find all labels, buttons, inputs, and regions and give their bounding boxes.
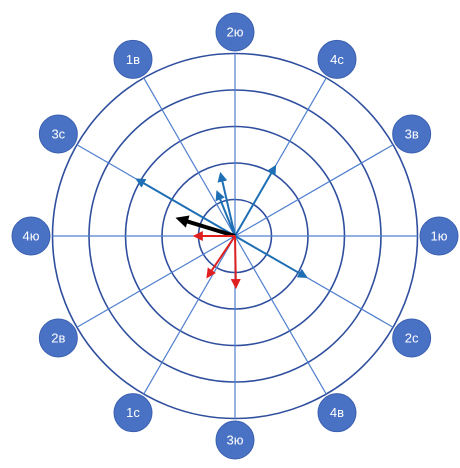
label-1s-bottomleft: 1с [113,393,153,433]
vector-red-down [230,235,241,290]
label-badge [113,39,153,79]
label-text: 3с [51,127,65,142]
spoke-3 [234,144,394,237]
label-text: 1в [126,52,140,67]
label-2s-right: 2с [392,318,432,358]
label-text: 2с [405,331,419,346]
label-badge [38,114,78,154]
label-1yu-right: 1ю [419,216,459,256]
vector-blue-4s [234,164,277,237]
label-badge [317,393,357,433]
label-3v-right: 3в [392,114,432,154]
label-4s-topright: 4с [317,39,357,79]
label-text: 1ю [431,229,448,244]
label-text: 3в [405,127,419,142]
label-text: 3ю [227,433,244,448]
label-text: 4с [330,52,344,67]
label-3yu-bottom: 3ю [215,420,255,460]
label-badge [113,393,153,433]
vector-red-downleft [206,235,236,279]
vectors [135,164,308,290]
vector-blue-short-up [215,190,236,237]
label-text: 4ю [23,229,40,244]
spoke-8 [143,235,236,395]
label-text: 2ю [227,25,244,40]
label-text: 1с [126,405,140,420]
direction-labels: 2ю 4с 3в 1ю 2с 4в 3ю 1с 2в 4ю 3с 1в [11,12,459,460]
label-3s-left: 3с [38,114,78,154]
label-text: 2в [51,331,65,346]
spoke-6 [234,235,327,395]
vector-black-resultant [175,215,236,238]
spoke-9 [76,235,236,328]
label-badge [215,420,255,460]
label-2yu-top: 2ю [215,12,255,52]
label-2v-left: 2в [38,318,78,358]
vector-blue-upleft [217,171,236,237]
label-4yu-left: 4ю [11,216,51,256]
vector-blue-3s [135,178,236,237]
label-badge [392,318,432,358]
vector-blue-2s [234,235,308,279]
label-badge [11,216,51,256]
label-4v-bottomright: 4в [317,393,357,433]
spoke-12 [143,77,236,237]
label-badge [38,318,78,358]
label-badge [215,12,255,52]
label-1v-topleft: 1в [113,39,153,79]
label-badge [392,114,432,154]
label-badge [419,216,459,256]
label-badge [317,39,357,79]
label-text: 4в [330,405,344,420]
